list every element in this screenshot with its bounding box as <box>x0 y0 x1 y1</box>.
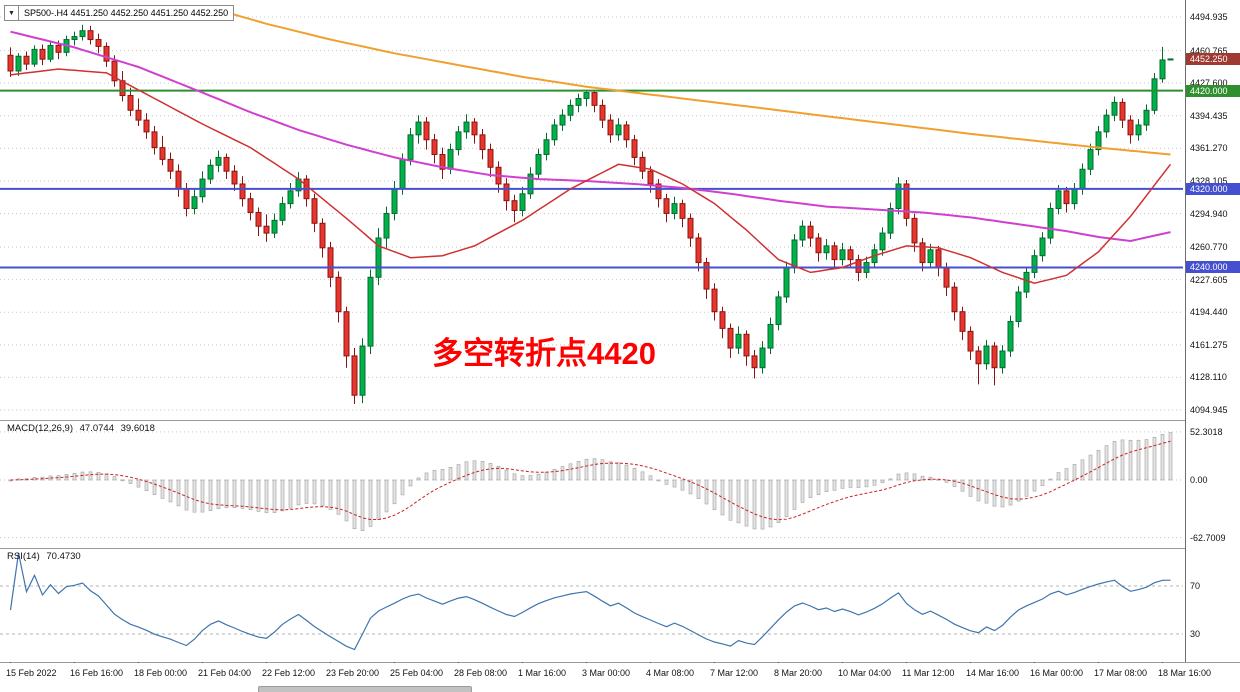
price-axis-label: 4094.945 <box>1190 405 1228 415</box>
time-axis-label: 11 Mar 12:00 <box>902 668 955 678</box>
time-axis-label: 3 Mar 00:00 <box>582 668 631 678</box>
symbol-toolbar: ▼ SP500-.H4 4451.250 4452.250 4451.250 4… <box>4 5 235 21</box>
price-axis-label: 4460.765 <box>1190 45 1228 56</box>
macd-axis-label: -62.7009 <box>1190 532 1226 543</box>
macd-indicator-label: MACD(12,26,9) 47.0744 39.6018 <box>7 423 159 434</box>
price-axis-label: 4361.270 <box>1190 143 1228 154</box>
rsi-value: 70.4730 <box>46 551 81 562</box>
price-axis-label: 4161.275 <box>1190 339 1228 350</box>
time-axis-label: 28 Feb 08:00 <box>454 668 508 678</box>
ma-slow-orange <box>218 9 1171 156</box>
horizontal-scrollbar-thumb[interactable] <box>258 686 472 692</box>
price-axis-label: 4328.105 <box>1190 175 1228 186</box>
time-axis-label: 1 Mar 16:00 <box>518 668 567 678</box>
chevron-down-icon: ▼ <box>8 9 15 17</box>
time-axis-label: 18 Feb 00:00 <box>134 668 188 678</box>
time-axis-label: 22 Feb 12:00 <box>262 668 316 678</box>
time-axis-label: 25 Feb 04:00 <box>390 668 444 678</box>
price-axis-label: 4494.935 <box>1190 12 1228 22</box>
rsi-title: RSI(14) <box>7 551 40 562</box>
time-axis-label: 4 Mar 08:00 <box>646 668 695 678</box>
price-axis-label: 4427.600 <box>1190 78 1228 89</box>
macd-value-main: 47.0744 <box>79 423 114 434</box>
rsi-axis-label: 70 <box>1190 581 1201 591</box>
ma-fast-red <box>10 68 1172 284</box>
macd-value-signal: 39.6018 <box>120 423 155 434</box>
price-axis-label: 4227.605 <box>1190 274 1228 285</box>
time-axis-label: 16 Mar 00:00 <box>1030 668 1084 678</box>
time-axis-label: 17 Mar 08:00 <box>1094 668 1148 678</box>
chart-annotation-text: 多空转折点4420 <box>432 336 656 371</box>
time-axis-label: 7 Mar 12:00 <box>710 668 759 678</box>
price-axis-label: 4194.440 <box>1190 307 1228 318</box>
rsi-axis-label: 30 <box>1190 629 1201 639</box>
time-axis-label: 15 Feb 2022 <box>6 668 57 678</box>
level-tag-4420: 4420.000 <box>1186 84 1240 97</box>
macd-title: MACD(12,26,9) <box>7 423 73 434</box>
symbol-dropdown-button[interactable]: ▼ <box>5 6 19 20</box>
ma-mid-magenta <box>10 30 1171 243</box>
level-tag-4240: 4240.000 <box>1186 261 1240 274</box>
price-axis[interactable]: 4494.935 4460.765 4427.600 4394.435 4361.270… <box>1185 0 1240 662</box>
macd-axis-label: 0.00 <box>1190 475 1208 485</box>
price-axis-label: 4260.770 <box>1190 242 1228 253</box>
rsi-indicator-label: RSI(14) 70.4730 <box>7 551 85 562</box>
time-axis-label: 10 Mar 04:00 <box>838 668 892 678</box>
time-axis[interactable]: 15 Feb 2022 16 Feb 16:00 18 Feb 00:00 21 Fe… <box>0 663 1240 692</box>
current-price-tag: 4452.250 <box>1186 52 1240 65</box>
time-axis-label: 23 Feb 20:00 <box>326 668 380 678</box>
time-axis-label: 16 Feb 16:00 <box>70 668 124 678</box>
price-axis-label: 4294.940 <box>1190 208 1228 219</box>
price-axis-label: 4128.110 <box>1190 372 1227 383</box>
time-axis-label: 8 Mar 20:00 <box>774 668 823 678</box>
level-tag-4320: 4320.000 <box>1186 182 1240 195</box>
time-axis-label: 21 Feb 04:00 <box>198 668 252 678</box>
time-axis-label: 14 Mar 16:00 <box>966 668 1020 678</box>
macd-axis-label: 52.3018 <box>1190 426 1223 437</box>
price-axis-label: 4394.435 <box>1190 110 1228 121</box>
time-axis-label: 18 Mar 16:00 <box>1158 668 1212 678</box>
symbol-ohlc-readout: SP500-.H4 4451.250 4452.250 4451.250 445… <box>24 8 229 18</box>
